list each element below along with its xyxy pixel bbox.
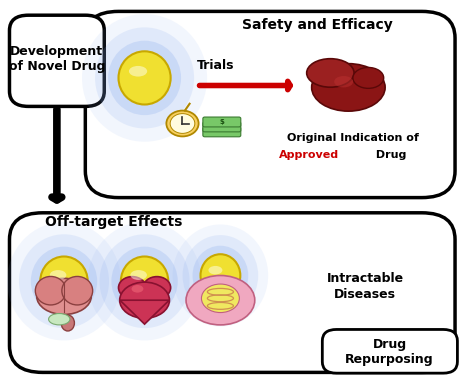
Text: Safety and Efficacy: Safety and Efficacy xyxy=(242,18,393,32)
Text: Original Indication of: Original Indication of xyxy=(287,133,419,142)
Text: Trials: Trials xyxy=(197,59,235,72)
Ellipse shape xyxy=(334,76,353,87)
Ellipse shape xyxy=(111,247,178,316)
Ellipse shape xyxy=(201,254,240,297)
FancyBboxPatch shape xyxy=(203,127,241,137)
Ellipse shape xyxy=(100,234,190,328)
Ellipse shape xyxy=(119,282,169,318)
Ellipse shape xyxy=(19,234,109,328)
Ellipse shape xyxy=(353,68,383,88)
Text: $: $ xyxy=(219,119,224,125)
Ellipse shape xyxy=(118,277,146,299)
Ellipse shape xyxy=(131,285,143,293)
Ellipse shape xyxy=(173,225,268,326)
Ellipse shape xyxy=(121,256,168,306)
PathPatch shape xyxy=(120,300,169,324)
Text: Drug
Repurposing: Drug Repurposing xyxy=(346,338,434,366)
Ellipse shape xyxy=(48,314,70,325)
FancyBboxPatch shape xyxy=(322,329,457,373)
Ellipse shape xyxy=(61,315,74,331)
Ellipse shape xyxy=(50,270,66,280)
Ellipse shape xyxy=(40,256,88,306)
Ellipse shape xyxy=(143,277,171,299)
Ellipse shape xyxy=(192,246,248,305)
Ellipse shape xyxy=(130,270,147,280)
Ellipse shape xyxy=(108,41,181,115)
Ellipse shape xyxy=(311,63,385,111)
Ellipse shape xyxy=(88,222,201,340)
Circle shape xyxy=(170,114,195,133)
Ellipse shape xyxy=(31,247,97,316)
Ellipse shape xyxy=(95,27,194,128)
Circle shape xyxy=(166,111,199,136)
Ellipse shape xyxy=(82,14,207,142)
Ellipse shape xyxy=(307,59,354,87)
Ellipse shape xyxy=(182,235,258,316)
FancyBboxPatch shape xyxy=(203,117,241,127)
Ellipse shape xyxy=(7,222,121,340)
Ellipse shape xyxy=(35,277,66,305)
Text: Intractable
Diseases: Intractable Diseases xyxy=(327,272,403,301)
Text: Approved: Approved xyxy=(279,150,339,160)
Ellipse shape xyxy=(36,278,91,315)
FancyBboxPatch shape xyxy=(9,15,104,106)
Ellipse shape xyxy=(186,276,255,325)
FancyBboxPatch shape xyxy=(203,122,241,132)
FancyBboxPatch shape xyxy=(85,11,455,198)
Ellipse shape xyxy=(129,66,147,77)
Text: Development
of Novel Drug: Development of Novel Drug xyxy=(9,45,105,73)
Ellipse shape xyxy=(201,284,239,312)
Ellipse shape xyxy=(118,51,171,104)
Ellipse shape xyxy=(62,277,93,305)
Ellipse shape xyxy=(209,266,222,274)
FancyBboxPatch shape xyxy=(9,213,455,372)
Text: Off-target Effects: Off-target Effects xyxy=(45,215,182,229)
Text: Drug: Drug xyxy=(372,150,407,160)
